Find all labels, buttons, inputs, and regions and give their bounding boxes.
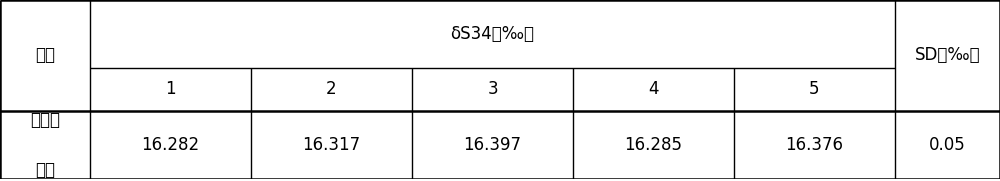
- Text: 4: 4: [648, 81, 659, 98]
- Text: 16.317: 16.317: [302, 136, 361, 154]
- Text: 16.285: 16.285: [625, 136, 683, 154]
- Text: 3: 3: [487, 81, 498, 98]
- Text: 1: 1: [165, 81, 176, 98]
- Text: 道水: 道水: [35, 161, 55, 179]
- Text: 5: 5: [809, 81, 820, 98]
- Text: 样品: 样品: [35, 47, 55, 64]
- Text: 16.397: 16.397: [464, 136, 522, 154]
- Text: 景观河: 景观河: [30, 111, 60, 129]
- Text: δS34（‰）: δS34（‰）: [450, 25, 534, 43]
- Text: SD（‰）: SD（‰）: [915, 47, 980, 64]
- Text: 16.376: 16.376: [786, 136, 844, 154]
- Text: 2: 2: [326, 81, 337, 98]
- Text: 0.05: 0.05: [929, 136, 966, 154]
- Text: 16.282: 16.282: [141, 136, 200, 154]
